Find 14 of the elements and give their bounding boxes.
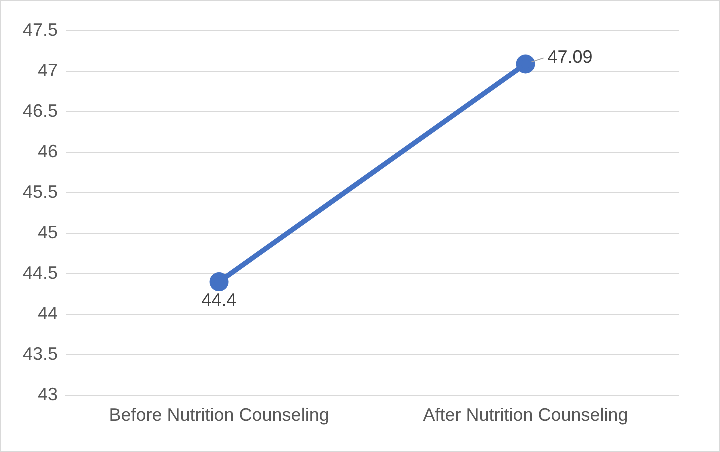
y-tick-label: 46 [38, 141, 58, 162]
data-label: 47.09 [548, 47, 593, 68]
y-tick-label: 47.5 [22, 20, 58, 40]
y-tick-label: 44.5 [22, 262, 58, 283]
y-tick-label: 44 [38, 303, 58, 324]
y-tick-label: 45 [38, 222, 58, 242]
y-tick-label: 47 [38, 60, 58, 80]
y-tick-label: 43 [38, 384, 58, 404]
y-tick-label: 45.5 [22, 182, 58, 202]
data-label: 44.4 [202, 290, 237, 310]
y-tick-label: 46.5 [22, 100, 58, 121]
x-tick-label: After Nutrition Counseling [423, 405, 628, 426]
y-tick-label: 43.5 [22, 344, 58, 364]
x-tick-label: Before Nutrition Counseling [109, 405, 330, 426]
